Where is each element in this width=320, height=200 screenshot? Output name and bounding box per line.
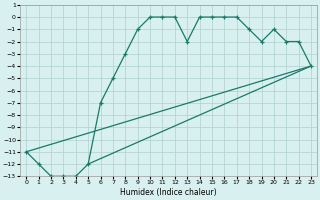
X-axis label: Humidex (Indice chaleur): Humidex (Indice chaleur) <box>120 188 217 197</box>
